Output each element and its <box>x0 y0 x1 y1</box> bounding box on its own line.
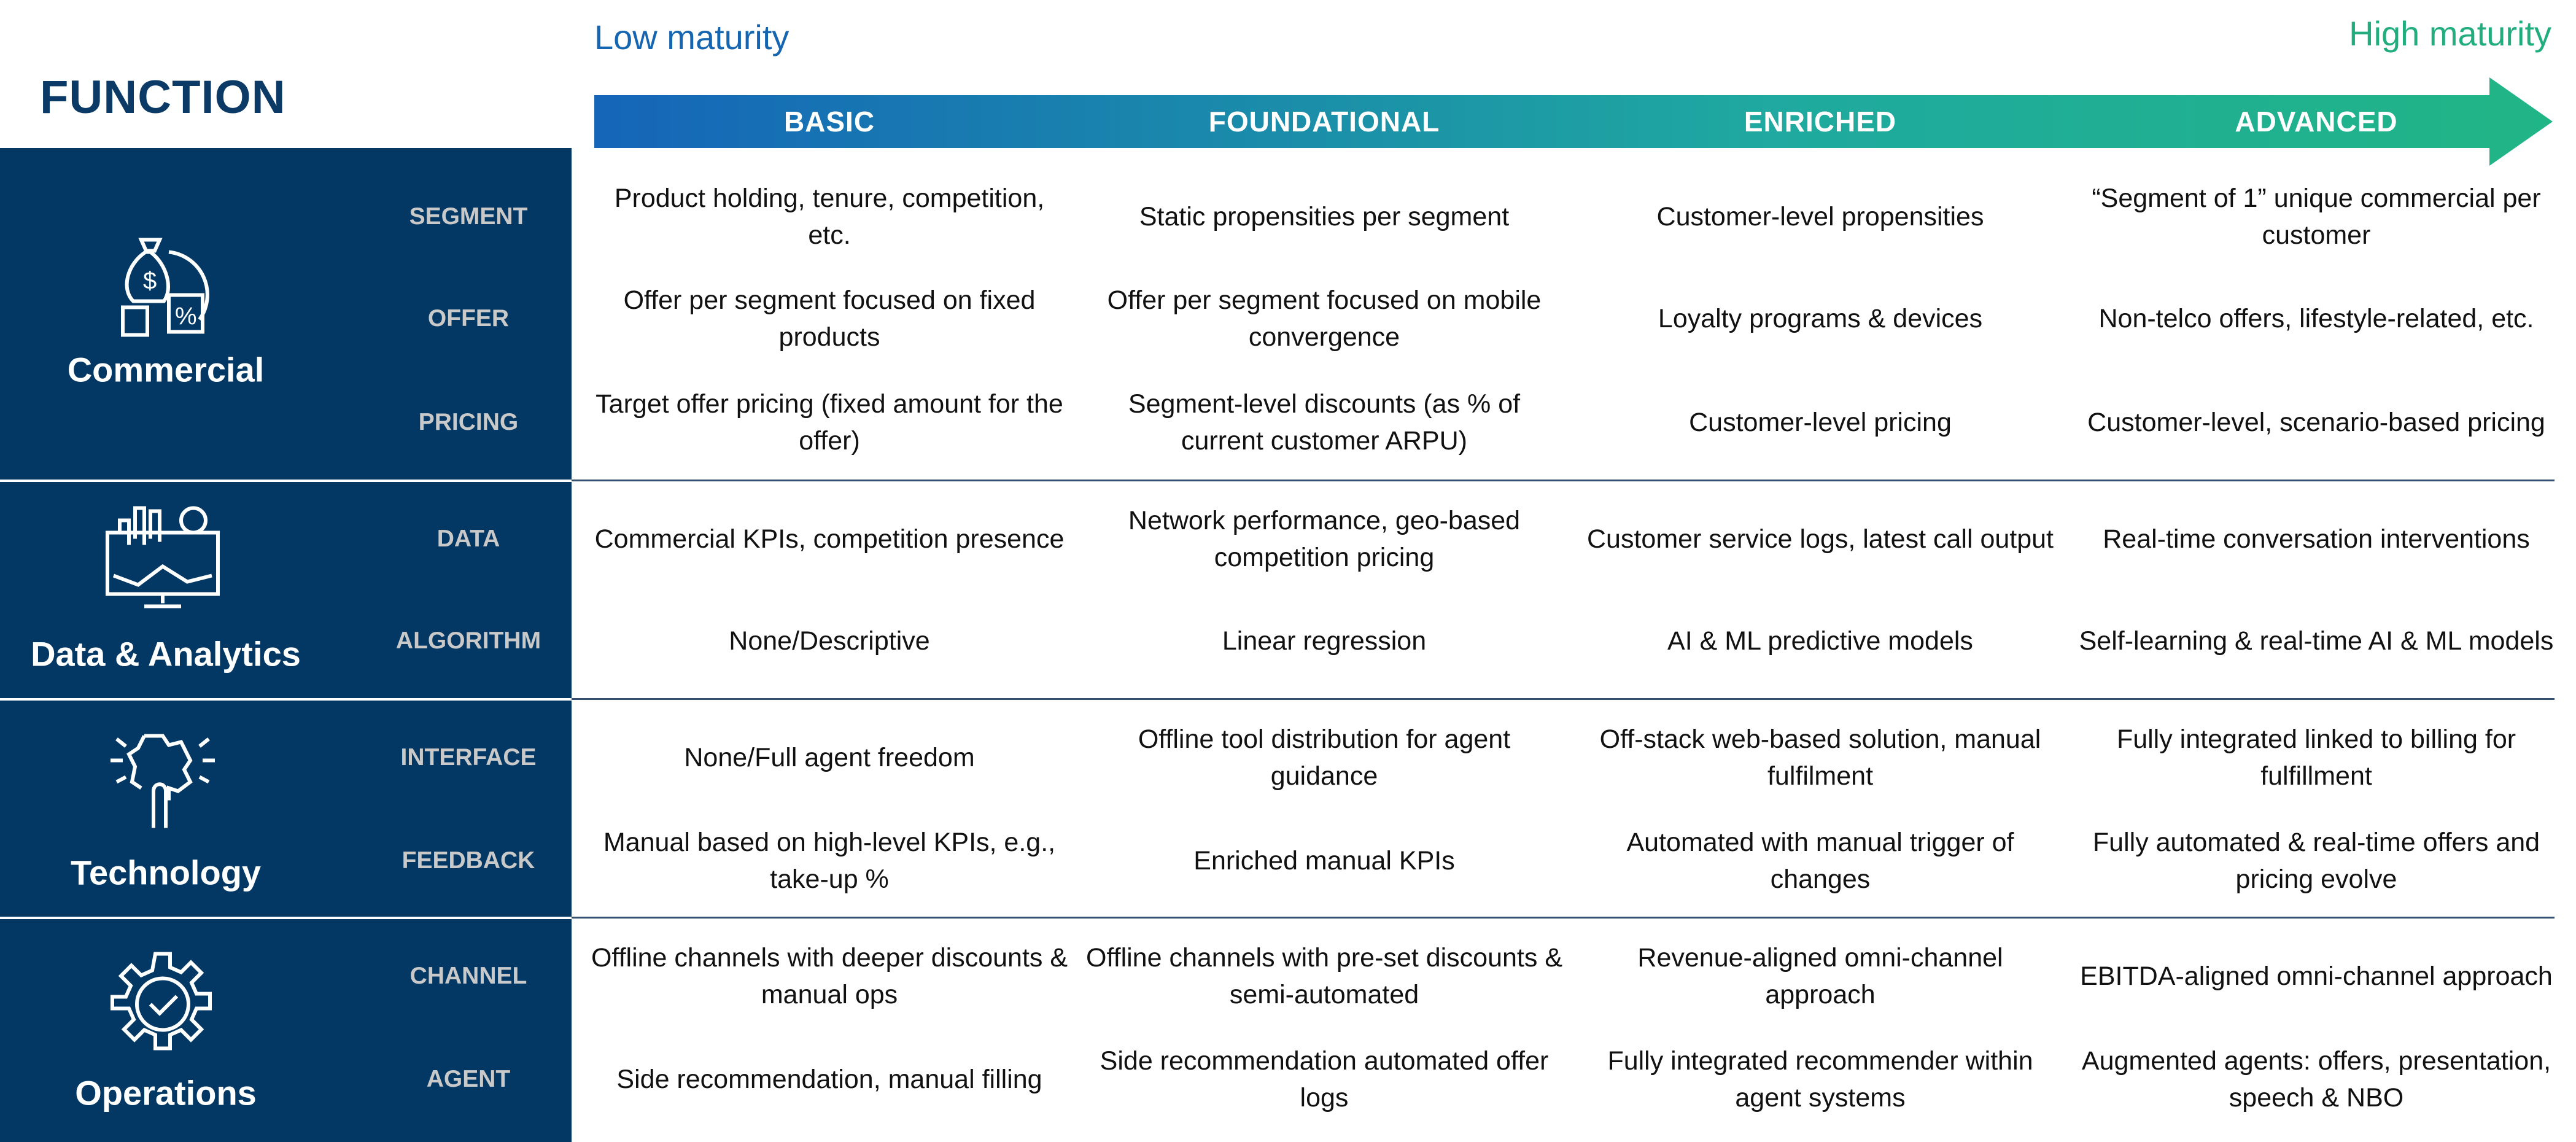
group-name: Operations <box>75 1073 257 1113</box>
maturity-cell: Off-stack web-based solution, manual ful… <box>1599 724 2041 791</box>
maturity-cell: Linear regression <box>1222 626 1427 656</box>
maturity-cell: Offline channels with deeper discounts &… <box>591 943 1068 1009</box>
maturity-cell: Customer-level propensities <box>1656 202 1984 231</box>
maturity-cell: None/Full agent freedom <box>684 743 975 772</box>
group-divider <box>0 698 572 701</box>
maturity-cell: Static propensities per segment <box>1139 202 1510 231</box>
maturity-cell: Offline tool distribution for agent guid… <box>1138 724 1511 791</box>
row-label: CHANNEL <box>409 963 527 989</box>
stage-advanced: ADVANCED <box>2235 106 2398 138</box>
maturity-cell: Customer-level, scenario-based pricing <box>2087 408 2545 437</box>
gear-check-icon <box>107 949 218 1063</box>
row-label: OFFER <box>427 305 510 332</box>
maturity-cell: Self-learning & real-time AI & ML models <box>2079 626 2554 656</box>
maturity-cell: Fully integrated recommender within agen… <box>1607 1046 2033 1113</box>
row-divider <box>572 917 2555 919</box>
group-name: Technology <box>70 853 262 892</box>
row-label: ALGORITHM <box>395 627 541 654</box>
puzzle-touch-icon <box>104 724 221 837</box>
maturity-cell: Segment-level discounts (as % of current… <box>1128 389 1521 456</box>
maturity-cell: Commercial KPIs, competition presence <box>594 524 1065 554</box>
maturity-arrow <box>594 77 2553 166</box>
row-divider <box>572 698 2555 700</box>
row-label: SEGMENT <box>409 203 528 230</box>
function-title: FUNCTION <box>40 71 286 123</box>
maturity-cell: Target offer pricing (fixed amount for t… <box>596 389 1063 456</box>
maturity-cell: Automated with manual trigger of changes <box>1626 828 2014 894</box>
maturity-cell: AI & ML predictive models <box>1667 626 1973 656</box>
row-label: INTERFACE <box>400 744 537 771</box>
maturity-cell: Network performance, geo-based competiti… <box>1128 506 1521 572</box>
group-divider <box>0 480 572 482</box>
high-maturity-label: High maturity <box>2349 14 2551 53</box>
stage-enriched: ENRICHED <box>1744 106 1897 138</box>
maturity-cell: Loyalty programs & devices <box>1658 304 1983 333</box>
row-label: DATA <box>436 526 500 552</box>
function-panel <box>0 148 572 1142</box>
low-maturity-label: Low maturity <box>594 18 789 56</box>
group-name: Data & Analytics <box>31 634 301 674</box>
maturity-cell: Offer per segment focused on fixed produ… <box>623 286 1036 352</box>
row-divider <box>572 480 2555 481</box>
maturity-cell: Customer-level pricing <box>1689 408 1952 437</box>
maturity-cell: None/Descriptive <box>729 626 930 656</box>
svg-text:$: $ <box>143 268 157 295</box>
maturity-cell: Offline channels with pre-set discounts … <box>1086 943 1562 1009</box>
maturity-cell: Fully automated & real-time offers and p… <box>2092 828 2540 894</box>
maturity-cell: Fully integrated linked to billing for f… <box>2116 724 2516 791</box>
row-label: FEEDBACK <box>402 847 535 874</box>
maturity-cell: Offer per segment focused on mobile conv… <box>1107 286 1542 352</box>
maturity-cell: Customer service logs, latest call outpu… <box>1587 524 2054 554</box>
maturity-cell: Non-telco offers, lifestyle-related, etc… <box>2098 304 2534 333</box>
maturity-cell: Revenue-aligned omni-channel approach <box>1637 943 2003 1009</box>
money-bag-discount-icon: $% <box>114 234 212 341</box>
monitor-analytics-icon <box>101 502 224 616</box>
maturity-cell: Augmented agents: offers, presentation, … <box>2081 1046 2551 1113</box>
row-label: AGENT <box>426 1066 511 1092</box>
maturity-cell: “Segment of 1” unique commercial per cus… <box>2092 184 2541 250</box>
group-name: Commercial <box>67 350 265 389</box>
maturity-cell: Manual based on high-level KPIs, e.g., t… <box>603 828 1056 894</box>
maturity-cell: Enriched manual KPIs <box>1193 846 1455 876</box>
stage-basic: BASIC <box>783 106 875 138</box>
maturity-cell: Real-time conversation interventions <box>2103 524 2530 554</box>
row-label: PRICING <box>418 409 519 435</box>
maturity-cell: Product holding, tenure, competition, et… <box>614 184 1045 250</box>
group-divider <box>0 917 572 919</box>
maturity-cell: Side recommendation automated offer logs <box>1100 1046 1549 1113</box>
stage-foundational: FOUNDATIONAL <box>1208 106 1440 138</box>
svg-text:%: % <box>175 303 197 330</box>
maturity-cell: EBITDA-aligned omni-channel approach <box>2080 961 2553 991</box>
maturity-cell: Side recommendation, manual filling <box>616 1065 1042 1094</box>
